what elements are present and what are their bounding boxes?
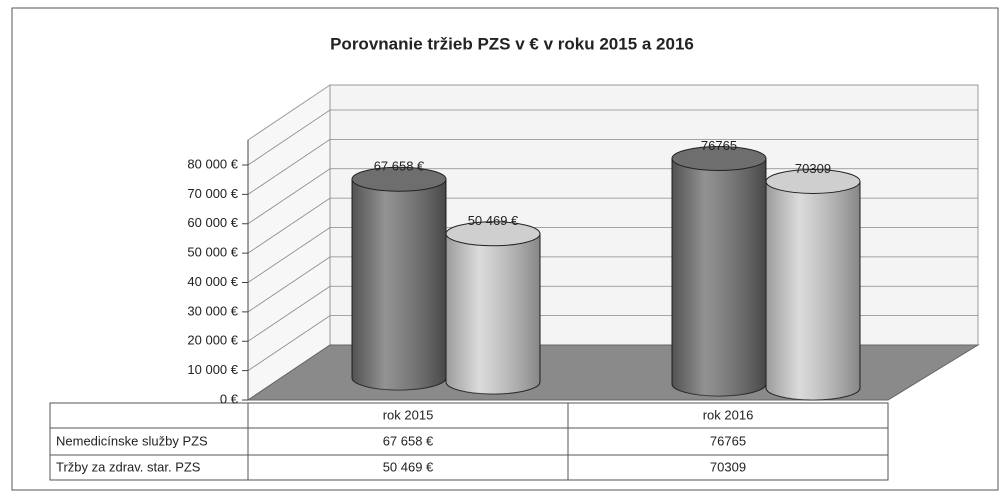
y-tick-label: 40 000 € [187,274,238,289]
table-cell: 70309 [710,459,746,474]
table-cell: 50 469 € [383,459,434,474]
table-cell: 67 658 € [383,433,434,448]
cylinder-shade [672,158,766,396]
legend-label: Tržby za zdrav. star. PZS [56,459,201,474]
y-tick-label: 0 € [220,391,239,406]
cylinder-top [671,146,767,172]
x-tick-label: rok 2016 [703,407,754,422]
grid-line [247,109,978,166]
y-tick-label: 50 000 € [187,245,238,260]
cylinder-top [351,166,447,192]
table-border [49,402,889,481]
grid-line [247,138,978,195]
y-tick-label: 60 000 € [187,215,238,230]
value-label: 50 469 € [468,213,519,228]
table-cell: 76765 [710,433,746,448]
chart-title: Porovnanie tržieb PZS v € v roku 2015 a … [330,34,694,53]
y-tick-label: 10 000 € [187,362,238,377]
value-label: 67 658 € [374,159,425,174]
legend-label: Nemedicínske služby PZS [56,433,208,448]
value-label: 76765 [701,138,737,153]
y-tick-label: 20 000 € [187,333,238,348]
cylinder-shade [446,233,540,394]
data-table [49,402,889,481]
cylinder-top [445,221,541,247]
y-tick-label: 30 000 € [187,303,238,318]
cylinder-shade [352,179,446,390]
cylinder-shade [766,181,860,400]
y-tick-label: 70 000 € [187,186,238,201]
value-label: 70309 [795,161,831,176]
y-tick-label: 80 000 € [187,156,238,171]
x-tick-label: rok 2015 [383,407,434,422]
cylinder-top [765,168,861,194]
